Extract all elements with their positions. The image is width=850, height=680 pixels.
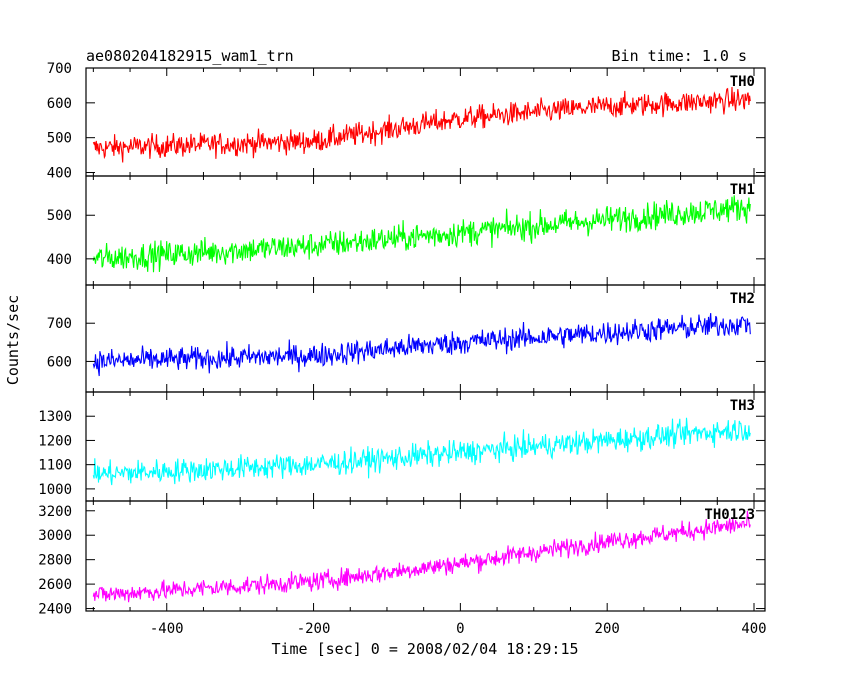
panel-th0: 400 500 600 700 TH0 xyxy=(47,61,766,182)
panel-frame xyxy=(85,284,766,393)
y-tick-label: 600 xyxy=(47,96,72,112)
y-tick-label: 700 xyxy=(47,316,72,332)
series-line-th0 xyxy=(92,86,751,163)
y-tick-label: 2400 xyxy=(38,602,72,618)
y-tick-label: 1200 xyxy=(38,433,72,449)
series-line-th0123 xyxy=(92,510,751,603)
x-tick-label: 400 xyxy=(741,621,766,637)
panel-th3: 1000 1100 1200 1300 TH3 xyxy=(38,391,766,502)
y-tick-label: 3000 xyxy=(38,528,72,544)
x-axis: -400 -200 0 200 400 xyxy=(150,621,767,637)
panels-group: 400 500 600 700 TH0 400 500 TH1 600 700 TH2 1000 110… xyxy=(38,61,766,618)
y-tick-label: 2600 xyxy=(38,577,72,593)
bin-time-label: Bin time: 1.0 s xyxy=(612,47,747,65)
series-line-th3 xyxy=(92,417,751,486)
x-axis-label: Time [sec] 0 = 2008/02/04 18:29:15 xyxy=(271,640,578,658)
panel-label-th0123: TH0123 xyxy=(704,507,755,523)
panel-label-th1: TH1 xyxy=(730,182,755,198)
series-line-th2 xyxy=(92,313,751,377)
x-tick-label: 0 xyxy=(456,621,464,637)
y-tick-label: 1000 xyxy=(38,482,72,498)
y-tick-label: 500 xyxy=(47,208,72,224)
panel-th0123: 2400 2600 2800 3000 3200 TH0123 xyxy=(38,500,766,618)
y-tick-label: 600 xyxy=(47,354,72,370)
y-tick-label: 400 xyxy=(47,166,72,182)
y-axis-label: Counts/sec xyxy=(4,295,22,385)
y-tick-label: 700 xyxy=(47,61,72,77)
y-tick-label: 1100 xyxy=(38,458,72,474)
x-tick-label: -200 xyxy=(297,621,331,637)
panel-label-th2: TH2 xyxy=(730,291,755,307)
panel-label-th3: TH3 xyxy=(730,398,755,414)
y-tick-label: 3200 xyxy=(38,504,72,520)
series-line-th1 xyxy=(92,195,751,273)
x-tick-label: -400 xyxy=(150,621,184,637)
y-tick-label: 2800 xyxy=(38,553,72,569)
y-tick-label: 400 xyxy=(47,252,72,268)
panel-th2: 600 700 TH2 xyxy=(47,284,766,393)
panel-frame xyxy=(85,500,766,612)
x-tick-label: 200 xyxy=(595,621,620,637)
panel-frame xyxy=(85,175,766,286)
y-tick-label: 500 xyxy=(47,131,72,147)
chart-title: ae080204182915_wam1_trn xyxy=(86,47,294,65)
panel-frame xyxy=(85,391,766,502)
panel-label-th0: TH0 xyxy=(730,74,755,90)
panel-th1: 400 500 TH1 xyxy=(47,175,766,286)
y-tick-label: 1300 xyxy=(38,409,72,425)
